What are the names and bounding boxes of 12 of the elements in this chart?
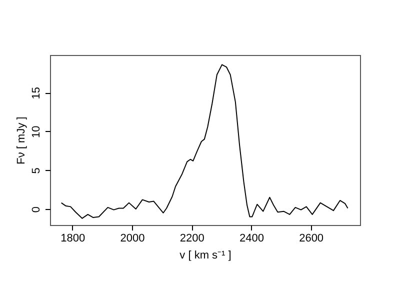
x-tick-label: 1800 bbox=[60, 232, 86, 244]
y-tick-label: 10 bbox=[30, 126, 42, 138]
x-tick-label: 2600 bbox=[299, 232, 324, 244]
line-series bbox=[60, 64, 348, 219]
x-axis-title: v [ km s⁻¹ ] bbox=[180, 250, 232, 262]
y-tick-label: 5 bbox=[30, 168, 42, 174]
x-tick-label: 2400 bbox=[239, 232, 264, 244]
y-tick-label: 0 bbox=[30, 206, 42, 213]
x-tick-label: 2000 bbox=[120, 232, 145, 244]
y-tick-label: 15 bbox=[30, 87, 42, 100]
x-tick-label: 2200 bbox=[180, 232, 204, 244]
y-axis-title: Fν [ mJy ] bbox=[16, 116, 28, 164]
